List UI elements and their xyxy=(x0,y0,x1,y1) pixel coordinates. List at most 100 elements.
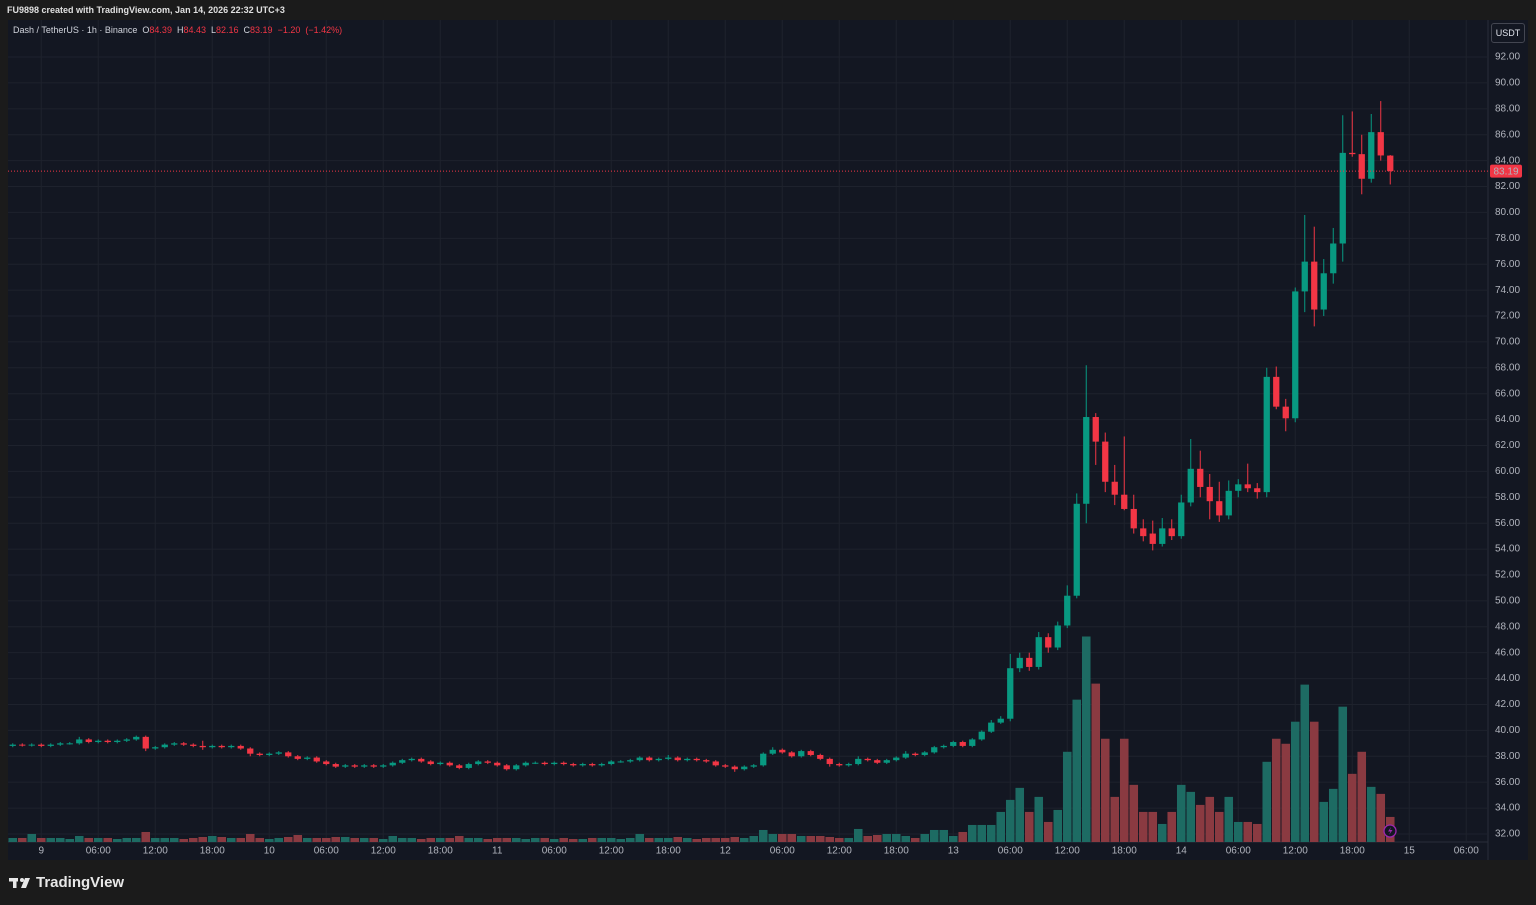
volume-bar xyxy=(283,836,293,842)
x-tick-label: 18:00 xyxy=(200,846,225,857)
candle-body xyxy=(342,765,349,767)
volume-bar xyxy=(1347,773,1357,842)
volume-bar xyxy=(948,835,958,842)
y-tick-label: 88.00 xyxy=(1495,103,1520,114)
x-tick-label: 06:00 xyxy=(1226,846,1251,857)
volume-bar xyxy=(331,836,341,842)
x-tick-label: 18:00 xyxy=(1112,846,1137,857)
volume-bar xyxy=(511,837,521,842)
candle-body xyxy=(1235,484,1242,491)
volume-bar xyxy=(597,837,607,842)
candle-body xyxy=(731,766,738,770)
candle-body xyxy=(1273,376,1280,407)
volume-bar xyxy=(445,837,455,842)
volume-bar xyxy=(673,836,683,842)
currency-button[interactable]: USDT xyxy=(1491,23,1525,43)
candle-body xyxy=(864,758,871,761)
x-tick-label: 18:00 xyxy=(656,846,681,857)
volume-bar xyxy=(578,838,588,842)
candle-body xyxy=(1092,417,1099,442)
candle-body xyxy=(513,765,520,770)
volume-bar xyxy=(739,837,749,842)
volume-bar xyxy=(1319,801,1329,842)
y-tick-label: 56.00 xyxy=(1495,518,1520,529)
y-tick-label: 82.00 xyxy=(1495,181,1520,192)
last-price-box xyxy=(1490,164,1522,178)
volume-bar xyxy=(1186,791,1196,842)
candle-body xyxy=(199,745,206,748)
candle-body xyxy=(807,751,814,755)
candle-body xyxy=(817,754,824,759)
candle-body xyxy=(218,745,225,748)
volume-bar xyxy=(1195,804,1205,842)
brand-logo xyxy=(9,878,30,888)
x-tick-label: 15 xyxy=(1404,846,1416,857)
volume-bar xyxy=(635,833,645,842)
logo-part xyxy=(20,878,24,882)
y-tick-label: 86.00 xyxy=(1495,129,1520,140)
y-tick-label: 70.00 xyxy=(1495,337,1520,348)
volume-bar xyxy=(492,837,502,842)
y-tick-label: 64.00 xyxy=(1495,414,1520,425)
volume-bar xyxy=(853,828,863,842)
candle-body xyxy=(674,757,681,761)
volume-bar xyxy=(1309,721,1319,842)
x-tick-label: 12:00 xyxy=(599,846,624,857)
x-tick-label: 10 xyxy=(264,846,276,857)
legend-value: 83.19 xyxy=(250,25,273,35)
volume-bar xyxy=(340,836,350,842)
candle-body xyxy=(1216,501,1223,516)
x-tick-label: 11 xyxy=(492,846,503,857)
candle-body xyxy=(608,761,615,765)
candle-body xyxy=(902,753,909,758)
candle-body xyxy=(313,757,320,762)
candle-body xyxy=(446,762,453,766)
candle-body xyxy=(133,736,140,740)
volume-bar xyxy=(711,837,721,842)
candle-body xyxy=(722,765,729,767)
volume-bar xyxy=(1271,738,1281,842)
volume-bar xyxy=(264,838,274,842)
volume-bar xyxy=(1224,796,1234,842)
volume-bar xyxy=(530,837,540,842)
volume-bar xyxy=(141,831,151,842)
volume-bar xyxy=(407,837,417,842)
candle-body xyxy=(1026,657,1033,667)
candle-body xyxy=(1254,488,1261,493)
candle-body xyxy=(560,762,567,765)
volume-bar xyxy=(644,837,654,842)
candle-body xyxy=(760,753,767,766)
chart-pane xyxy=(8,20,1528,860)
candle-body xyxy=(9,744,16,746)
volume-bar xyxy=(1281,743,1291,842)
candle-body xyxy=(304,757,311,759)
axes: 32.00 34.00 36.00 38.00 40.00 42.00 44.00 46.00… xyxy=(8,52,1522,857)
last-price-label: 83.19 xyxy=(1493,166,1518,177)
candle-body xyxy=(361,765,368,767)
candle-body xyxy=(655,758,662,761)
candle-body xyxy=(598,764,605,766)
volume-bar xyxy=(1328,788,1338,842)
legend-change: −1.20 xyxy=(277,25,301,35)
candle-body xyxy=(494,762,501,766)
volume-bar xyxy=(929,829,939,842)
candle-body xyxy=(256,753,263,755)
candle-body xyxy=(1263,376,1270,493)
volume-bar xyxy=(920,833,930,842)
candle-body xyxy=(332,764,339,767)
candle-body xyxy=(959,742,966,746)
y-tick-label: 66.00 xyxy=(1495,388,1520,399)
volume-bar xyxy=(169,837,179,842)
candle-body xyxy=(427,761,434,765)
candle-body xyxy=(779,749,786,753)
volume-bar xyxy=(416,838,426,842)
candle-body xyxy=(1168,528,1175,537)
volume-bar xyxy=(1129,784,1139,842)
volume-bar xyxy=(1205,796,1215,842)
volume-bar xyxy=(160,837,170,842)
volume-bar xyxy=(1053,809,1063,842)
x-tick-label: 12:00 xyxy=(371,846,396,857)
candle-body xyxy=(912,753,919,755)
